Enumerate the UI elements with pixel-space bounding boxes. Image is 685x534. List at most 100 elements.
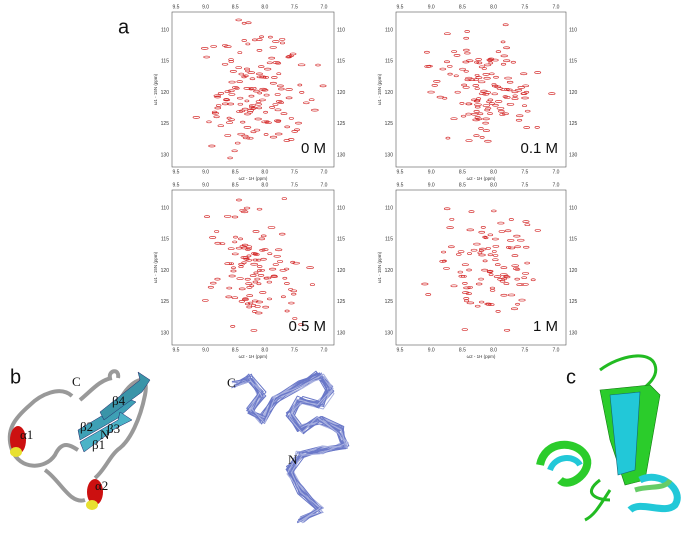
peak <box>474 73 480 77</box>
peak <box>240 120 246 124</box>
peak <box>488 273 494 276</box>
peak <box>511 90 519 94</box>
peak <box>483 76 491 80</box>
peak <box>478 277 484 281</box>
peak <box>261 120 268 124</box>
x-tick-label: 8.0 <box>490 4 497 10</box>
peak <box>485 246 491 250</box>
peak <box>487 233 494 237</box>
x-axis-label: ω2 - 1H (ppm) <box>239 176 268 181</box>
peak <box>225 121 234 124</box>
peak <box>247 71 255 74</box>
peak <box>252 280 258 284</box>
peak <box>276 72 282 76</box>
y-tick-label: 110 <box>161 205 169 211</box>
peak <box>264 120 270 124</box>
peak <box>482 73 490 76</box>
peak <box>475 117 483 121</box>
y-tick-label: 130 <box>569 330 578 336</box>
x-tick-label: 7.5 <box>291 182 298 188</box>
peak <box>228 93 236 96</box>
peak <box>457 250 465 253</box>
peak <box>468 78 476 81</box>
peak <box>521 104 528 108</box>
y-tick-label: 125 <box>161 121 170 127</box>
x-tick-label: 7.5 <box>291 169 298 175</box>
peak <box>492 244 500 248</box>
peak <box>475 282 483 286</box>
sheet <box>609 391 641 476</box>
peak <box>476 97 482 100</box>
x-tick-label: 8.5 <box>232 169 239 175</box>
peak <box>264 67 272 71</box>
concentration-label: 1 M <box>533 318 558 335</box>
peak <box>466 268 472 272</box>
peak <box>256 269 262 272</box>
peak <box>467 252 473 255</box>
x-tick-label: 8.5 <box>459 182 466 188</box>
peak <box>499 279 506 283</box>
peak <box>467 285 473 289</box>
peak <box>241 298 249 301</box>
x-tick-label: 9.0 <box>202 169 209 175</box>
peak <box>252 38 258 42</box>
peak <box>466 301 475 305</box>
peak <box>281 197 287 200</box>
peak <box>508 218 514 221</box>
peak <box>495 309 501 313</box>
peak <box>462 282 468 285</box>
y-tick-label: 125 <box>569 299 578 305</box>
peak <box>491 237 499 241</box>
peak <box>250 130 257 134</box>
x-tick-label: 9.0 <box>202 347 209 353</box>
peak <box>474 105 481 109</box>
peak <box>511 264 520 268</box>
peak <box>484 302 492 306</box>
y-tick-label: 130 <box>569 152 578 158</box>
peak <box>237 102 244 106</box>
peak <box>262 305 270 309</box>
peak <box>272 103 279 106</box>
peak <box>231 149 238 153</box>
peak <box>504 76 512 80</box>
x-tick-label: 8.5 <box>232 4 239 10</box>
peak <box>232 86 239 89</box>
peak <box>477 80 486 84</box>
peak <box>500 88 508 91</box>
peak <box>468 210 475 213</box>
peak <box>245 258 253 262</box>
peak <box>515 118 523 122</box>
peak <box>488 102 496 105</box>
structure-label: α1 <box>20 427 33 442</box>
plot-frame <box>395 189 567 346</box>
peak <box>256 265 263 268</box>
peak <box>257 274 265 277</box>
peak <box>251 252 258 255</box>
peak <box>240 210 249 214</box>
peak <box>241 39 247 42</box>
peak <box>201 47 209 50</box>
peak <box>269 267 277 271</box>
coil <box>93 378 148 480</box>
structure-label: β4 <box>112 393 126 408</box>
peak <box>472 84 480 87</box>
peak <box>289 52 297 56</box>
y-tick-label: 120 <box>161 268 170 274</box>
peak <box>481 268 489 272</box>
peak <box>268 35 273 39</box>
peak <box>498 230 505 233</box>
peak <box>288 116 294 120</box>
peak <box>238 300 245 303</box>
peak <box>245 21 252 25</box>
peak <box>283 139 291 142</box>
peak <box>478 65 485 69</box>
peak <box>299 91 305 94</box>
peak <box>465 112 472 116</box>
y-tick-label: 115 <box>161 59 169 65</box>
peak <box>502 95 509 98</box>
peak <box>494 263 501 266</box>
peak <box>245 69 251 73</box>
peak <box>445 136 451 140</box>
peak <box>228 80 236 84</box>
spectrum: 9.5 9.5 9.0 9.0 8.5 8.5 8.0 8.0 7.5 7.5 7.0 7.0 110 1… <box>377 182 577 359</box>
